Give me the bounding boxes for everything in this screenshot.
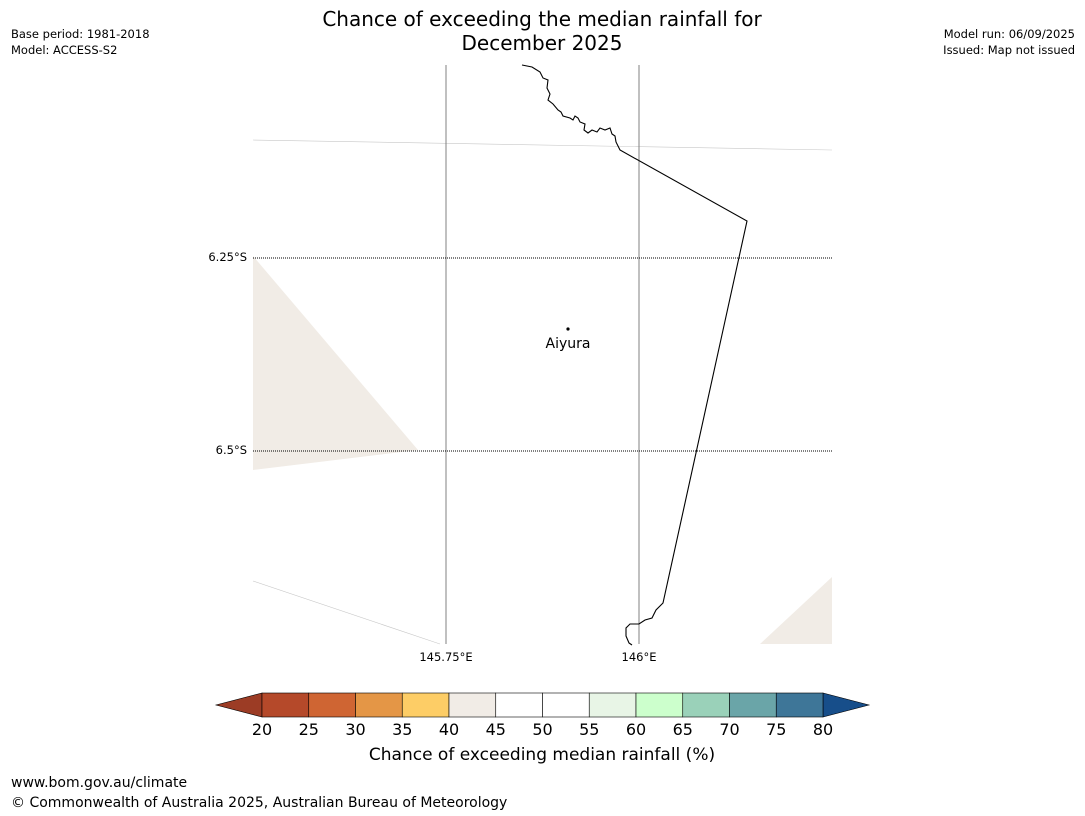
colorbar-segment — [308, 692, 356, 718]
base-period-text: Base period: 1981-2018 — [11, 27, 150, 41]
issued-text: Issued: Map not issued — [943, 43, 1075, 57]
colorbar-tick-label: 55 — [579, 720, 600, 739]
colorbar-segment — [635, 692, 684, 718]
colorbar-segment — [588, 692, 637, 718]
aiyura-label: Aiyura — [545, 336, 591, 352]
meta-right: Model run: 06/09/2025 Issued: Map not is… — [943, 26, 1075, 58]
contour-line-north — [252, 139, 833, 151]
colorbar-tick-label: 60 — [625, 720, 647, 739]
footer-copyright: © Commonwealth of Australia 2025, Austra… — [11, 795, 508, 811]
colorbar-label: Chance of exceeding median rainfall (%) — [368, 745, 716, 765]
lat-label-6-5: 6.5°S — [215, 443, 247, 457]
colorbar-tick-label: 75 — [766, 720, 787, 739]
lon-label-146: 146°E — [621, 650, 657, 664]
probability-region-west — [253, 256, 418, 470]
colorbar-tick-label: 65 — [672, 720, 693, 739]
contour-line-southwest — [252, 580, 441, 645]
lat-label-6-25: 6.25°S — [208, 250, 247, 264]
colorbar-segment — [261, 692, 310, 718]
colorbar-tick-label: 30 — [345, 720, 366, 739]
colorbar-segment — [682, 692, 730, 718]
colorbar-segment — [495, 692, 543, 718]
province-border — [521, 64, 748, 646]
colorbar-tick-label: 45 — [485, 720, 506, 739]
colorbar-segment — [448, 692, 497, 718]
title-line-1: Chance of exceeding the median rainfall … — [322, 7, 762, 31]
map-panel — [252, 64, 833, 646]
colorbar-tick-label: 70 — [719, 720, 740, 739]
title-line-2: December 2025 — [461, 31, 623, 55]
aiyura-marker — [566, 327, 570, 331]
lon-label-145-75: 145.75°E — [419, 650, 473, 664]
colorbar-segment — [729, 692, 777, 718]
colorbar-overflow-arrow — [822, 692, 871, 718]
colorbar-underflow-arrow — [214, 692, 263, 718]
model-text: Model: ACCESS-S2 — [11, 43, 118, 57]
probability-region-southeast — [760, 577, 832, 644]
colorbar-segment — [401, 692, 450, 718]
colorbar-segment — [355, 692, 403, 718]
colorbar-tick-label: 25 — [298, 720, 319, 739]
footer-url: www.bom.gov.au/climate — [11, 775, 188, 791]
chart-title: Chance of exceeding the median rainfall … — [242, 7, 842, 55]
colorbar-segment — [542, 692, 590, 718]
colorbar-segment — [775, 692, 824, 718]
model-run-text: Model run: 06/09/2025 — [943, 27, 1075, 41]
meta-left: Base period: 1981-2018 Model: ACCESS-S2 — [11, 26, 150, 58]
colorbar-tick-label: 50 — [532, 720, 553, 739]
colorbar-tick-label: 20 — [251, 720, 273, 739]
colorbar-tick-label: 80 — [812, 720, 834, 739]
colorbar-tick-label: 35 — [392, 720, 413, 739]
colorbar-tick-label: 40 — [438, 720, 460, 739]
